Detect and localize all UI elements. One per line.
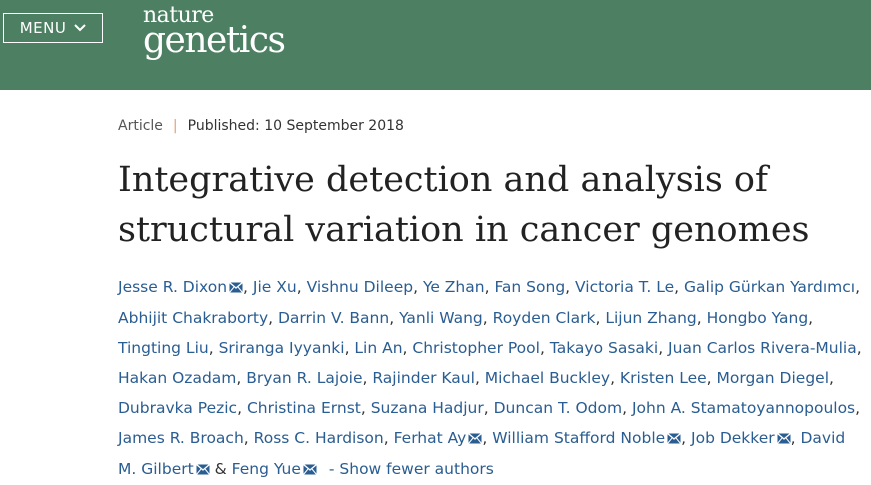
author-link[interactable]: Lin An xyxy=(354,339,403,357)
title-line-2: structural variation in cancer genomes xyxy=(118,210,810,250)
author-separator: , xyxy=(539,339,550,357)
author-link[interactable]: Ferhat Ay xyxy=(393,429,467,447)
author-separator: , xyxy=(237,399,247,417)
author-link[interactable]: Dubravka Pezic xyxy=(118,399,238,417)
author-link[interactable]: Michael Buckley xyxy=(484,369,611,387)
title-line-1: Integrative detection and analysis of xyxy=(118,160,768,200)
author-separator: , xyxy=(856,339,862,357)
author-separator: , xyxy=(482,429,493,447)
author-link[interactable]: Vishnu Dileep xyxy=(306,278,414,296)
author-link[interactable]: Lijun Zhang xyxy=(605,309,697,327)
author-link[interactable]: David M. Gilbert xyxy=(118,429,846,478)
author-separator: , xyxy=(402,339,413,357)
mail-icon[interactable] xyxy=(776,424,791,454)
author-link[interactable]: Ye Zhan xyxy=(422,278,485,296)
author-link[interactable]: Bryan R. Lajoie xyxy=(246,369,363,387)
site-header: MENU nature genetics xyxy=(0,0,871,90)
menu-button[interactable]: MENU xyxy=(3,13,103,43)
mail-icon[interactable] xyxy=(468,424,483,454)
author-link[interactable]: Feng Yue xyxy=(231,460,301,478)
author-separator: , xyxy=(296,278,307,296)
author-separator: , xyxy=(413,278,423,296)
author-link[interactable]: Tingting Liu xyxy=(118,339,209,357)
author-link[interactable]: Takayo Sasaki xyxy=(549,339,659,357)
author-separator: , xyxy=(610,369,620,387)
page-title: Integrative detection and analysis of st… xyxy=(118,155,838,255)
author-link[interactable]: Darrin V. Bann xyxy=(278,309,390,327)
author-separator: , xyxy=(389,309,400,327)
author-separator: , xyxy=(268,309,278,327)
menu-label: MENU xyxy=(19,19,67,37)
author-link[interactable]: Victoria T. Le xyxy=(575,278,675,296)
author-link[interactable]: Hongbo Yang xyxy=(706,309,809,327)
author-separator: , xyxy=(243,278,253,296)
author-link[interactable]: Jie Xu xyxy=(252,278,297,296)
author-separator: , xyxy=(808,309,814,327)
logo-genetics: genetics xyxy=(143,20,286,61)
author-link[interactable]: Duncan T. Odom xyxy=(493,399,623,417)
author-separator: , xyxy=(243,429,254,447)
author-link[interactable]: Sriranga Iyyanki xyxy=(218,339,345,357)
author-separator: , xyxy=(484,278,495,296)
author-separator: , xyxy=(674,278,685,296)
author-separator: , xyxy=(658,339,669,357)
mail-icon[interactable] xyxy=(667,424,682,454)
author-ampersand: & xyxy=(209,460,232,478)
author-separator: , xyxy=(474,369,485,387)
meta-divider: | xyxy=(172,118,178,134)
author-separator: , xyxy=(360,399,371,417)
author-link[interactable]: Ross C. Hardison xyxy=(253,429,384,447)
author-link[interactable]: Yanli Wang xyxy=(399,309,483,327)
author-link[interactable]: Kristen Lee xyxy=(619,369,707,387)
author-separator: , xyxy=(483,399,494,417)
author-link[interactable]: James R. Broach xyxy=(118,429,244,447)
author-separator: , xyxy=(696,309,707,327)
author-link[interactable]: Hakan Ozadam xyxy=(118,369,237,387)
author-separator: , xyxy=(829,369,834,387)
author-separator: , xyxy=(595,309,606,327)
article-type: Article xyxy=(118,118,163,134)
author-link[interactable]: Christopher Pool xyxy=(412,339,540,357)
author-separator: , xyxy=(344,339,355,357)
author-separator: , xyxy=(706,369,717,387)
author-link[interactable]: Rajinder Kaul xyxy=(372,369,475,387)
author-separator: , xyxy=(482,309,493,327)
chevron-down-icon xyxy=(74,24,87,32)
author-link[interactable]: Royden Clark xyxy=(492,309,596,327)
published-date: Published: 10 September 2018 xyxy=(187,118,404,134)
author-link[interactable]: Morgan Diegel xyxy=(716,369,830,387)
author-separator: , xyxy=(622,399,632,417)
author-separator: , xyxy=(362,369,373,387)
author-link[interactable]: Galip Gürkan Yardımcı xyxy=(684,278,856,296)
show-fewer-authors-link[interactable]: - Show fewer authors xyxy=(328,460,494,478)
mail-icon[interactable] xyxy=(229,273,243,303)
author-separator: , xyxy=(383,429,394,447)
author-separator: , xyxy=(855,278,861,296)
author-separator: , xyxy=(236,369,247,387)
author-link[interactable]: Job Dekker xyxy=(691,429,775,447)
author-link[interactable]: Jesse R. Dixon xyxy=(118,278,228,296)
author-separator: , xyxy=(681,429,692,447)
author-link[interactable]: John A. Stamatoyannopoulos xyxy=(631,399,856,417)
author-link[interactable]: Suzana Hadjur xyxy=(370,399,484,417)
author-separator: , xyxy=(565,278,576,296)
logo-nature: nature xyxy=(143,3,214,28)
author-link[interactable]: Fan Song xyxy=(494,278,566,296)
mail-icon[interactable] xyxy=(302,455,317,485)
author-link[interactable]: Christina Ernst xyxy=(246,399,361,417)
author-link[interactable]: Juan Carlos Rivera-Mulia xyxy=(668,339,857,357)
author-list: Jesse R. Dixon, Jie Xu, Vishnu Dileep, Y… xyxy=(118,272,868,485)
article-meta: Article | Published: 10 September 2018 xyxy=(118,118,404,134)
mail-icon[interactable] xyxy=(195,455,210,485)
author-link[interactable]: William Stafford Noble xyxy=(492,429,666,447)
journal-logo[interactable]: nature genetics xyxy=(143,3,286,61)
author-separator: , xyxy=(790,429,801,447)
author-separator: , xyxy=(855,399,861,417)
author-link[interactable]: Abhijit Chakraborty xyxy=(118,309,269,327)
author-separator: , xyxy=(208,339,219,357)
